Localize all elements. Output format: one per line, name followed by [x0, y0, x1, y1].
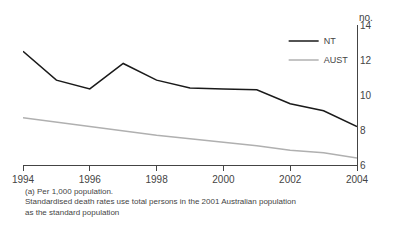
svg-text:1998: 1998: [145, 174, 168, 185]
svg-text:2004: 2004: [346, 174, 369, 185]
svg-text:(a) Per 1,000 population.Stand: (a) Per 1,000 population.Standardised de…: [25, 187, 296, 217]
svg-text:6: 6: [360, 160, 366, 171]
svg-text:1994: 1994: [12, 174, 35, 185]
svg-text:2002: 2002: [279, 174, 302, 185]
svg-text:8: 8: [360, 125, 366, 136]
svg-text:1996: 1996: [79, 174, 102, 185]
svg-text:no.: no.: [359, 12, 373, 23]
svg-text:AUST: AUST: [324, 55, 349, 65]
svg-text:14: 14: [360, 20, 372, 31]
svg-text:2000: 2000: [212, 174, 235, 185]
svg-text:10: 10: [360, 90, 372, 101]
svg-text:12: 12: [360, 55, 372, 66]
svg-text:NT: NT: [324, 36, 336, 46]
